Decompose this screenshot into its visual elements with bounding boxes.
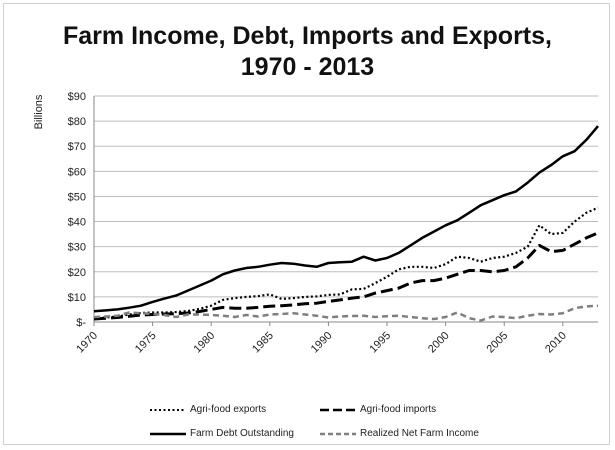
x-tick-label: 1985 [250, 330, 276, 356]
x-tick-label: 1990 [309, 330, 335, 356]
x-tick-label: 1975 [133, 330, 159, 356]
y-tick-label: $10 [68, 292, 86, 304]
series-line-realized-net-farm-income [93, 304, 599, 322]
y-tick-label: $80 [68, 116, 86, 128]
y-tick-label: $70 [68, 141, 86, 153]
chart-frame [3, 3, 610, 445]
x-tick-label: 1980 [192, 330, 218, 356]
x-tick-label: 1970 [74, 330, 100, 356]
y-tick-label: $30 [68, 242, 86, 254]
x-tick-label: 2000 [426, 330, 452, 356]
x-tick-label: 1995 [367, 330, 393, 356]
legend-label-income: Realized Net Farm Income [360, 428, 479, 439]
chart-title-line1: Farm Income, Debt, Imports and Exports, [63, 22, 552, 50]
y-tick-label: $- [76, 317, 86, 329]
series-line-farm-debt-outstanding [93, 125, 599, 313]
legend-swatch-long-dash [320, 408, 356, 411]
y-tick-label: $40 [68, 217, 86, 229]
legend-swatch-dotted [150, 408, 186, 411]
y-tick-label: $60 [68, 166, 86, 178]
series-lines [93, 125, 599, 322]
x-axis-tick-labels: 1970 1975 1980 1985 1990 1995 2000 2005 2010 [74, 330, 569, 356]
legend-item-income: Realized Net Farm Income [320, 428, 479, 439]
gridlines [93, 95, 598, 326]
legend-swatch-solid [150, 432, 186, 435]
y-axis-tick-labels: $- $10 $20 $30 $40 $50 $60 $70 $80 $90 [68, 91, 87, 329]
legend-swatch-dashed [320, 432, 356, 435]
legend-item-exports: Agri-food exports [150, 404, 266, 415]
legend-label-imports: Agri-food imports [360, 404, 437, 415]
legend: Agri-food exports Agri-food imports Farm… [0, 398, 615, 444]
legend-item-imports: Agri-food imports [320, 404, 436, 415]
y-tick-label: $50 [68, 191, 86, 203]
y-tick-label: $90 [68, 91, 86, 103]
y-tick-label: $20 [68, 267, 86, 279]
legend-label-debt: Farm Debt Outstanding [190, 428, 294, 439]
chart-title-line2: 1970 - 2013 [240, 53, 375, 81]
series-line-agri-food-imports [93, 231, 599, 321]
x-tick-label: 2010 [543, 330, 569, 356]
x-tick-label: 2005 [485, 330, 511, 356]
y-axis-label: Billions [33, 94, 45, 129]
legend-label-exports: Agri-food exports [190, 404, 267, 415]
line-chart: $-$10$20$30$40$50$60$70$80$90 1970 1975 19… [33, 91, 599, 356]
legend-item-debt: Farm Debt Outstanding [150, 428, 294, 439]
